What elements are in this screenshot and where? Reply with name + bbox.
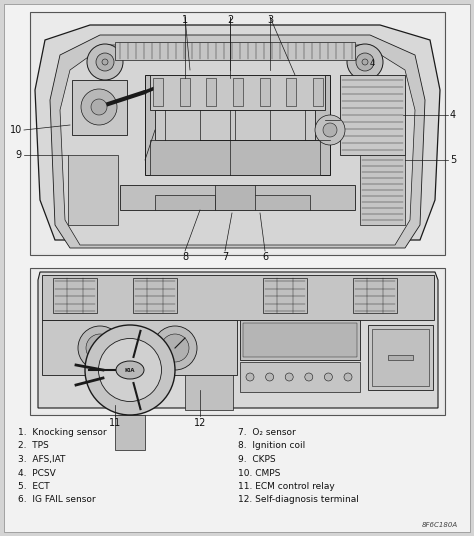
- Text: 3.  AFS,IAT: 3. AFS,IAT: [18, 455, 65, 464]
- Circle shape: [305, 373, 313, 381]
- Text: 8: 8: [182, 252, 188, 262]
- Bar: [340, 75, 405, 155]
- Bar: [150, 75, 325, 110]
- Circle shape: [87, 44, 123, 80]
- Bar: [353, 278, 397, 313]
- Circle shape: [285, 373, 293, 381]
- Text: 2: 2: [227, 15, 233, 25]
- Bar: [42, 275, 434, 320]
- Bar: [32, 270, 443, 413]
- Circle shape: [246, 373, 254, 381]
- Text: 4.  PCSV: 4. PCSV: [18, 468, 56, 478]
- Bar: [313, 78, 323, 106]
- Text: 4: 4: [369, 59, 374, 68]
- Bar: [263, 278, 307, 313]
- Bar: [30, 12, 445, 255]
- Bar: [30, 268, 445, 415]
- Bar: [68, 155, 118, 225]
- Bar: [185, 375, 233, 410]
- Bar: [145, 75, 330, 175]
- Circle shape: [344, 373, 352, 381]
- Text: 7: 7: [222, 252, 228, 262]
- Text: 9: 9: [16, 150, 22, 160]
- Text: 4: 4: [450, 110, 456, 120]
- Text: 5.  ECT: 5. ECT: [18, 482, 50, 491]
- Circle shape: [315, 115, 345, 145]
- Circle shape: [102, 59, 108, 65]
- Text: 11: 11: [109, 418, 121, 428]
- Bar: [250, 195, 310, 210]
- Circle shape: [91, 99, 107, 115]
- Bar: [215, 185, 255, 210]
- Text: 6.  IG FAIL sensor: 6. IG FAIL sensor: [18, 495, 96, 504]
- Circle shape: [161, 334, 189, 362]
- Bar: [153, 78, 163, 106]
- Circle shape: [356, 53, 374, 71]
- Bar: [233, 78, 243, 106]
- Bar: [32, 14, 443, 253]
- Text: KIA: KIA: [125, 368, 135, 373]
- Polygon shape: [50, 35, 425, 248]
- Ellipse shape: [116, 361, 144, 379]
- Text: 11. ECM control relay: 11. ECM control relay: [238, 482, 335, 491]
- Bar: [42, 320, 237, 375]
- Bar: [155, 110, 315, 140]
- Text: 2.  TPS: 2. TPS: [18, 442, 49, 450]
- Bar: [115, 415, 145, 450]
- Text: 6: 6: [262, 252, 268, 262]
- Bar: [240, 362, 360, 392]
- Bar: [120, 185, 355, 210]
- Bar: [53, 278, 97, 313]
- Bar: [133, 278, 177, 313]
- Circle shape: [96, 53, 114, 71]
- Polygon shape: [35, 25, 440, 240]
- Bar: [72, 80, 127, 135]
- Bar: [243, 323, 357, 357]
- Circle shape: [265, 373, 273, 381]
- Text: 5: 5: [450, 155, 456, 165]
- Bar: [372, 329, 429, 386]
- Bar: [360, 155, 405, 225]
- Text: 1: 1: [182, 15, 188, 25]
- Bar: [115, 42, 355, 60]
- Text: 12: 12: [194, 418, 206, 428]
- Polygon shape: [60, 45, 415, 245]
- Text: 9.  CKPS: 9. CKPS: [238, 455, 275, 464]
- Text: 1.  Knocking sensor: 1. Knocking sensor: [18, 428, 107, 437]
- Text: 10: 10: [10, 125, 22, 135]
- Bar: [286, 78, 296, 106]
- Bar: [206, 78, 216, 106]
- Circle shape: [85, 325, 175, 415]
- Bar: [155, 195, 215, 210]
- Text: 7.  O₂ sensor: 7. O₂ sensor: [238, 428, 296, 437]
- Bar: [388, 355, 413, 360]
- Circle shape: [362, 59, 368, 65]
- Bar: [240, 320, 360, 360]
- Circle shape: [78, 326, 122, 370]
- Text: 8F6C180A: 8F6C180A: [422, 522, 458, 528]
- Text: 10. CMPS: 10. CMPS: [238, 468, 281, 478]
- Polygon shape: [38, 272, 438, 408]
- Text: 12. Self-diagnosis terminal: 12. Self-diagnosis terminal: [238, 495, 359, 504]
- Text: 8.  Ignition coil: 8. Ignition coil: [238, 442, 305, 450]
- Text: 3: 3: [267, 15, 273, 25]
- Circle shape: [324, 373, 332, 381]
- Circle shape: [99, 339, 162, 401]
- Circle shape: [323, 123, 337, 137]
- Bar: [180, 78, 190, 106]
- Bar: [368, 325, 433, 390]
- Circle shape: [153, 326, 197, 370]
- Circle shape: [86, 334, 114, 362]
- Bar: [260, 78, 270, 106]
- Bar: [150, 140, 320, 175]
- Circle shape: [81, 89, 117, 125]
- Circle shape: [347, 44, 383, 80]
